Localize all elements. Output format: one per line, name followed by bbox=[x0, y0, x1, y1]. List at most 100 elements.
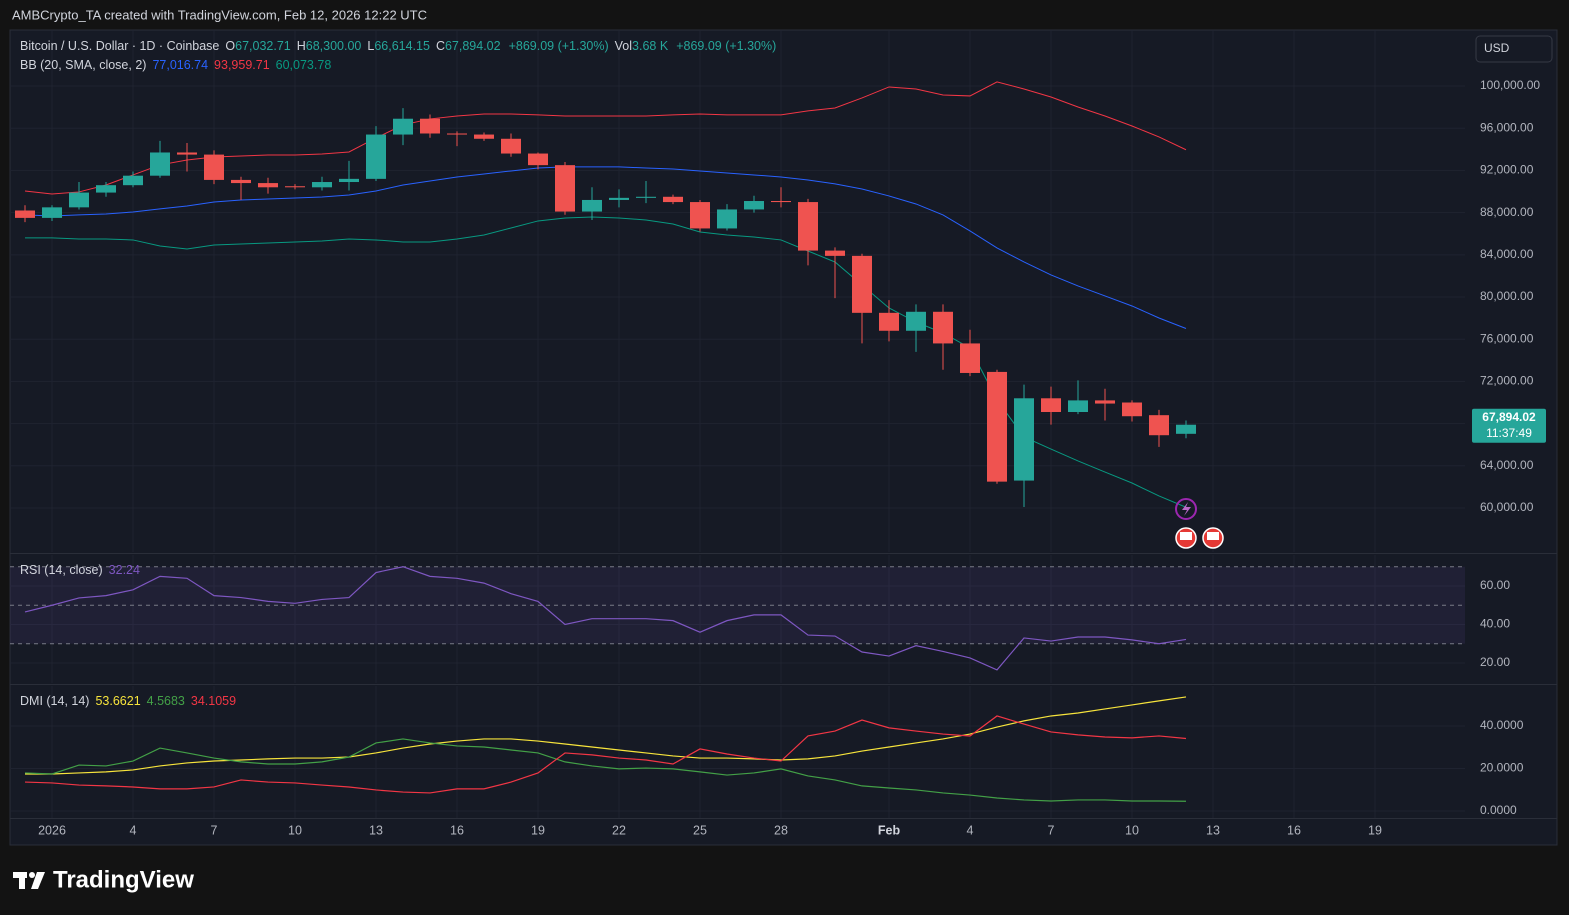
countdown: 11:37:49 bbox=[1486, 426, 1532, 440]
legend-key: C bbox=[436, 39, 445, 53]
y-tick-label: 20.0000 bbox=[1480, 761, 1524, 775]
candle-body bbox=[1122, 402, 1142, 417]
flag-mark bbox=[1180, 532, 1192, 540]
y-tick-label: 64,000.00 bbox=[1480, 458, 1534, 472]
y-tick-label: 76,000.00 bbox=[1480, 331, 1534, 345]
candle-body bbox=[285, 186, 305, 188]
x-tick-label: 16 bbox=[450, 823, 464, 837]
watermark-header: AMBCrypto_TA created with TradingView.co… bbox=[12, 7, 427, 22]
overlay-name: BB (20, SMA, close, 2) bbox=[20, 58, 146, 72]
candle-body bbox=[42, 207, 62, 218]
candle-body bbox=[771, 201, 791, 203]
candle-body bbox=[825, 250, 845, 256]
indicator-name: DMI (14, 14) bbox=[20, 694, 89, 708]
legend-value: 67,894.02 bbox=[445, 39, 501, 53]
candle-body bbox=[123, 175, 143, 186]
candle-body bbox=[960, 343, 980, 373]
candle-body bbox=[798, 202, 818, 251]
flag-mark bbox=[1207, 532, 1219, 540]
legend-value: 68,300.00 bbox=[306, 39, 362, 53]
indicator-value: 4.5683 bbox=[147, 694, 185, 708]
candle-body bbox=[987, 371, 1007, 482]
candle-body bbox=[1014, 398, 1034, 481]
event-icon[interactable] bbox=[1175, 498, 1197, 520]
candle-body bbox=[204, 154, 224, 180]
series-line bbox=[24, 566, 1187, 671]
y-tick-label: 40.0000 bbox=[1480, 718, 1524, 732]
series-line bbox=[25, 696, 1187, 775]
y-tick-label: 20.00 bbox=[1480, 655, 1510, 669]
candle-body bbox=[1068, 400, 1088, 413]
candle-body bbox=[177, 152, 197, 155]
candle-body bbox=[906, 311, 926, 331]
overlay-value: 93,959.71 bbox=[214, 58, 270, 72]
logo-part bbox=[31, 872, 45, 889]
y-tick-label: 60.00 bbox=[1480, 578, 1510, 592]
candle-body bbox=[582, 199, 602, 212]
series-line bbox=[24, 166, 1187, 329]
candle-body bbox=[339, 178, 359, 183]
candle-body bbox=[150, 152, 170, 176]
y-tick-label: 60,000.00 bbox=[1480, 500, 1534, 514]
x-tick-label: 4 bbox=[130, 823, 137, 837]
x-tick-label: 10 bbox=[1125, 823, 1139, 837]
x-tick-label: 19 bbox=[531, 823, 545, 837]
candle-body bbox=[1095, 400, 1115, 404]
candle-body bbox=[690, 202, 710, 229]
candle-body bbox=[420, 118, 440, 134]
candle-body bbox=[879, 312, 899, 331]
overlay-value: 77,016.74 bbox=[152, 58, 208, 72]
chart-frame bbox=[9, 29, 1558, 846]
y-tick-label: 96,000.00 bbox=[1480, 120, 1534, 134]
legend: Bitcoin / U.S. Dollar · 1D · Coinbase O 67… bbox=[20, 39, 776, 53]
legend-key: L bbox=[367, 39, 374, 53]
x-tick-label: 4 bbox=[967, 823, 974, 837]
indicator-name: RSI (14, close) bbox=[20, 563, 103, 577]
x-tick-label: 13 bbox=[369, 823, 383, 837]
candle-body bbox=[744, 201, 764, 210]
logo-part bbox=[19, 872, 25, 889]
currency[interactable]: USD bbox=[1484, 41, 1510, 55]
candle-body bbox=[69, 192, 89, 208]
x-tick-label: 7 bbox=[1048, 823, 1055, 837]
candle-body bbox=[555, 165, 575, 212]
candle-body bbox=[15, 210, 35, 218]
y-tick-label: 88,000.00 bbox=[1480, 205, 1534, 219]
candle-body bbox=[231, 179, 251, 184]
legend: DMI (14, 14) 53.6621 4.5683 34.1059 bbox=[20, 694, 236, 708]
x-tick-label: 7 bbox=[211, 823, 218, 837]
candle-body bbox=[933, 311, 953, 344]
candle-body bbox=[636, 196, 656, 198]
legend-key: O bbox=[225, 39, 235, 53]
y-tick-label: 0.0000 bbox=[1480, 803, 1517, 817]
currency-button[interactable] bbox=[1475, 35, 1553, 63]
y-tick-label: 84,000.00 bbox=[1480, 247, 1534, 261]
x-tick-label: 19 bbox=[1368, 823, 1382, 837]
logo-part bbox=[29, 872, 35, 878]
x-tick-label: Feb bbox=[878, 823, 901, 837]
last-price: 67,894.02 bbox=[1482, 410, 1536, 424]
x-tick-label: 10 bbox=[288, 823, 302, 837]
candle-body bbox=[312, 182, 332, 188]
series-line bbox=[24, 715, 1187, 794]
symbol: Bitcoin / U.S. Dollar · 1D · Coinbase bbox=[20, 39, 219, 53]
legend: RSI (14, close) 32.24 bbox=[20, 563, 140, 577]
candle-body bbox=[258, 183, 278, 188]
indicator-value: 32.24 bbox=[109, 563, 140, 577]
legend: BB (20, SMA, close, 2) 77,016.74 93,959.71… bbox=[20, 58, 331, 72]
legend-key: Vol bbox=[615, 39, 632, 53]
overlay-value: 60,073.78 bbox=[276, 58, 332, 72]
candle-body bbox=[393, 118, 413, 135]
candle-body bbox=[474, 134, 494, 139]
y-tick-label: 92,000.00 bbox=[1480, 163, 1534, 177]
candle-body bbox=[501, 138, 521, 154]
candle-body bbox=[366, 134, 386, 179]
candle-body bbox=[1149, 415, 1169, 436]
candle-body bbox=[1041, 398, 1061, 413]
y-tick-label: 40.00 bbox=[1480, 617, 1510, 631]
logo-icon bbox=[13, 872, 45, 889]
legend-value: 66,614.15 bbox=[374, 39, 430, 53]
indicator-value: 53.6621 bbox=[95, 694, 140, 708]
